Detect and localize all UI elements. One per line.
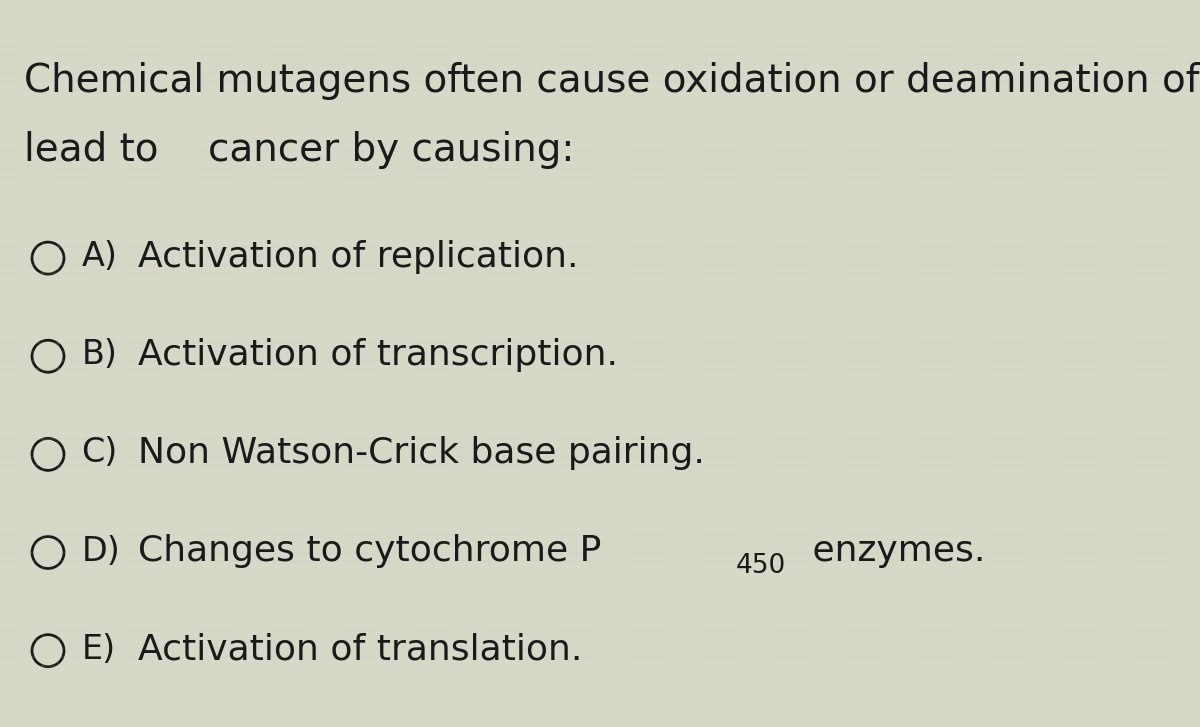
Text: E): E) [82, 632, 115, 666]
Text: enzymes.: enzymes. [800, 534, 985, 568]
Text: C): C) [82, 436, 118, 470]
Text: B): B) [82, 338, 118, 371]
Text: A): A) [82, 240, 118, 273]
Text: D): D) [82, 534, 120, 568]
Text: Changes to cytochrome P: Changes to cytochrome P [138, 534, 601, 568]
Text: Activation of replication.: Activation of replication. [138, 240, 578, 273]
Text: 450: 450 [736, 553, 786, 579]
Text: Chemical mutagens often cause oxidation or deamination of DNA bases. This can: Chemical mutagens often cause oxidation … [24, 62, 1200, 100]
Text: lead to    cancer by causing:: lead to cancer by causing: [24, 131, 575, 169]
Text: Activation of translation.: Activation of translation. [138, 632, 582, 666]
Text: Non Watson-Crick base pairing.: Non Watson-Crick base pairing. [138, 436, 704, 470]
Text: Activation of transcription.: Activation of transcription. [138, 338, 618, 371]
